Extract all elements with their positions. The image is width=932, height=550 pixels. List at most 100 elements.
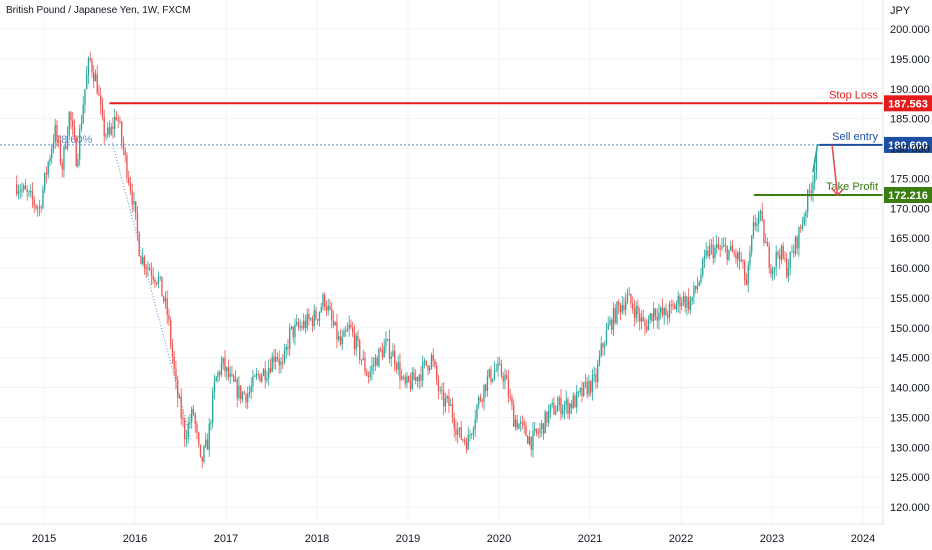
candle [745,273,748,286]
candle [493,361,496,381]
candle [478,394,480,410]
candle [360,359,363,366]
candle [35,203,37,211]
trade-levels[interactable]: Stop Loss 187.563 Sell entry 180.600 Take Pr… [0,89,932,204]
candle [408,375,410,383]
candle [238,376,240,401]
candle [716,234,718,254]
candle [528,430,531,446]
candle [787,259,790,283]
candle [422,355,424,388]
x-axis-ticks: 2015 2016 2017 2018 2019 2020 2021 2022 2023 2024 [32,533,875,545]
candle [679,293,681,315]
candle [203,444,205,464]
trade-arrow[interactable] [830,144,845,197]
candle [75,135,77,167]
candle [597,360,599,389]
candle [549,404,552,419]
candle [695,285,697,294]
y-tick-label: 180.000 [890,144,930,156]
candle [595,367,597,390]
level-label: Sell entry [832,131,878,143]
candle [115,110,118,121]
candle [560,389,562,421]
candle [303,313,305,331]
y-tick-label: 190.000 [890,84,930,96]
candle [712,236,714,265]
x-tick-label: 2021 [578,533,602,545]
candle [177,375,179,408]
candle [40,204,42,213]
candle [373,357,375,375]
candle [394,344,396,372]
candle [607,316,609,330]
candle [191,406,193,429]
x-tick-label: 2022 [669,533,693,545]
candle [563,401,566,420]
candle [143,255,146,275]
candle [378,347,380,369]
candle [658,303,660,330]
candle [434,358,436,369]
candle [773,267,776,280]
candle [24,178,27,191]
candle [798,226,800,257]
candle [52,133,55,154]
candle [259,373,261,383]
candle [639,307,641,331]
candle [577,390,580,398]
candle [367,371,370,384]
candle [313,304,315,330]
candle [495,363,497,372]
candle [427,364,429,376]
candle [696,276,699,294]
candle [569,402,571,420]
candle [261,372,263,384]
level-take-profit[interactable]: Take Profit 172.216 [753,181,932,204]
candle [269,358,272,374]
candle [185,430,188,447]
candle [429,365,431,374]
candle [807,188,809,219]
candle [749,245,751,271]
candle [273,349,275,370]
candle [513,399,515,427]
candle [61,158,63,178]
y-axis-ticks: 120.000 125.000 130.000 135.000 140.000 145.0… [890,24,930,514]
candle [31,182,34,209]
candle [555,405,557,416]
candle [184,417,186,447]
candle [590,380,592,397]
candle [192,404,195,417]
candle [91,57,93,78]
candle [285,343,287,359]
candle [241,390,244,403]
fibonacci-retracement[interactable]: 78.60% [55,134,192,442]
candle [520,416,522,432]
candle [133,192,135,212]
candle [544,409,546,434]
candle [329,299,331,311]
candle [717,236,720,251]
candle [619,303,622,321]
candle [583,381,585,398]
candle [754,214,756,231]
candle [131,183,133,213]
candle [357,330,359,347]
candle [488,368,490,379]
level-stop-loss[interactable]: Stop Loss 187.563 [109,89,932,112]
candle [523,418,525,434]
candle [628,287,630,296]
candle [150,262,153,285]
candle [633,299,636,327]
candle [546,411,548,428]
candle [219,370,221,381]
candle [777,250,779,259]
candle [266,370,268,384]
candle [196,420,198,440]
candle [336,313,338,349]
candle [318,311,321,327]
level-sell-entry[interactable]: Sell entry 180.600 [0,131,932,153]
candle [614,304,616,325]
